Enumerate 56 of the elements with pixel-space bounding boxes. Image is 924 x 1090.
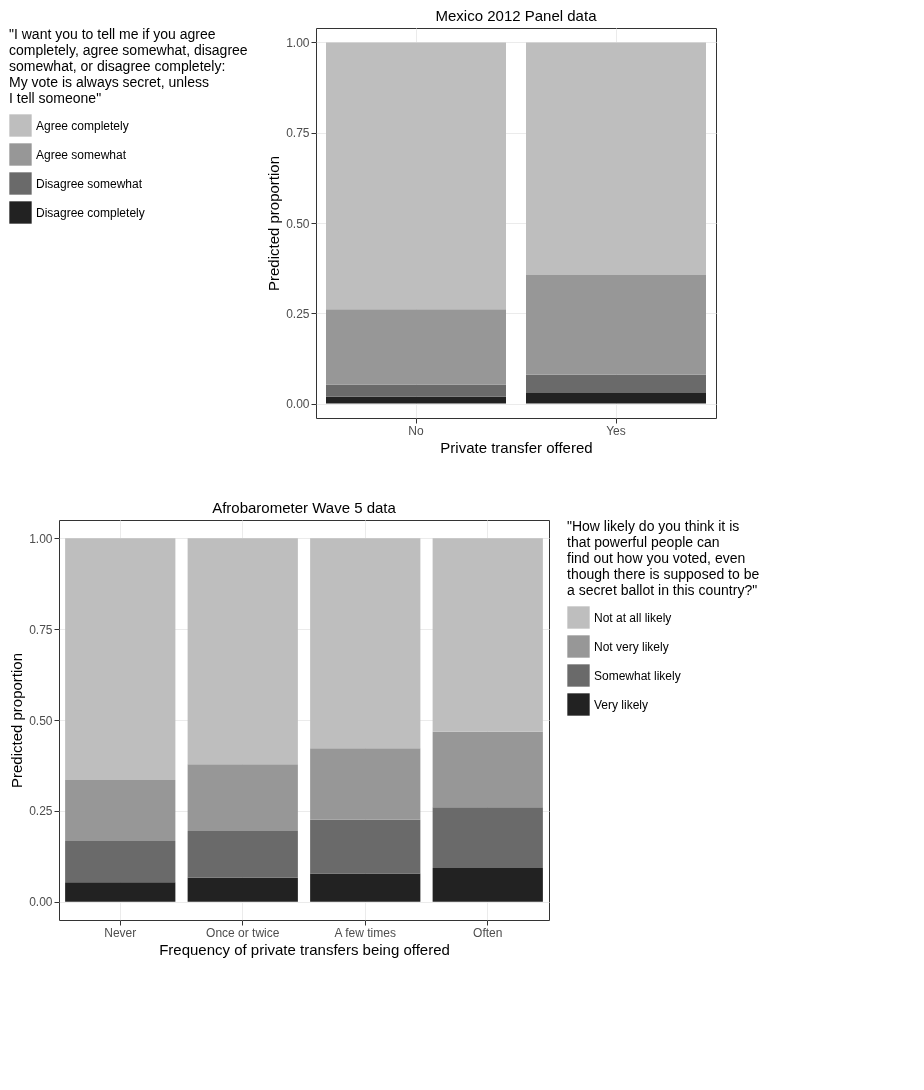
bar	[326, 309, 506, 385]
y-tick-label: 1.00	[286, 35, 310, 50]
bar	[326, 396, 506, 404]
x-axis-title: Frequency of private transfers being offered	[159, 940, 450, 958]
bar	[187, 764, 298, 831]
bar	[432, 868, 543, 902]
bar	[65, 780, 176, 842]
y-tick-label: 0.50	[286, 216, 310, 231]
legend-title: "How likely do you think it is that powerful people can find out how you voted, even though there is supposed to be a secret ballot in this country?"	[567, 518, 760, 598]
x-tick-label: Once or twice	[206, 925, 280, 940]
legend-label: Very likely	[594, 697, 649, 712]
bar	[432, 538, 543, 732]
bar	[187, 877, 298, 902]
bar	[310, 748, 421, 820]
bar	[432, 807, 543, 868]
bar	[526, 393, 706, 404]
y-tick-label: 0.50	[29, 713, 53, 728]
bar	[310, 819, 421, 874]
bar	[65, 841, 176, 883]
y-tick-label: 0.00	[286, 397, 310, 412]
bar	[187, 830, 298, 878]
bar	[65, 882, 176, 902]
bar	[432, 731, 543, 808]
bar	[326, 42, 506, 310]
legend-label: Agree somewhat	[36, 147, 127, 162]
chart-title: Afrobarometer Wave 5 data	[212, 499, 397, 516]
bar	[526, 42, 706, 275]
x-tick-label: Often	[473, 925, 503, 940]
bar	[326, 384, 506, 397]
legend-label: Disagree completely	[36, 205, 145, 220]
bar	[65, 538, 176, 780]
bar	[310, 873, 421, 902]
legend-label: Agree completely	[36, 118, 129, 133]
y-axis-title: Predicted proportion	[265, 155, 283, 292]
bar	[187, 538, 298, 765]
y-tick-label: 0.75	[286, 126, 310, 141]
bar	[310, 538, 421, 749]
legend-title: "I want you to tell me if you agree completely, agree somewhat, disagree somewhat, or disagree completely: My vote is always secret, unless I tell someone"	[9, 26, 248, 106]
x-tick-label: A few times	[334, 925, 396, 940]
x-tick-label: Never	[104, 925, 137, 940]
x-tick-label: No	[408, 423, 424, 438]
x-axis-title: Private transfer offered	[440, 438, 593, 456]
legend-label: Not very likely	[594, 639, 669, 654]
y-tick-label: 0.75	[29, 622, 53, 637]
legend-label: Not at all likely	[594, 610, 672, 625]
x-tick-label: Yes	[606, 423, 626, 438]
y-tick-label: 0.25	[29, 804, 53, 819]
y-axis-title: Predicted proportion	[8, 652, 26, 789]
legend-label: Somewhat likely	[594, 668, 681, 683]
bar	[526, 275, 706, 375]
chart-title: Mexico 2012 Panel data	[435, 7, 598, 24]
y-tick-label: 0.00	[29, 895, 53, 910]
y-tick-label: 1.00	[29, 531, 53, 546]
bar	[526, 374, 706, 394]
legend-label: Disagree somewhat	[36, 176, 143, 191]
y-tick-label: 0.25	[286, 306, 310, 321]
